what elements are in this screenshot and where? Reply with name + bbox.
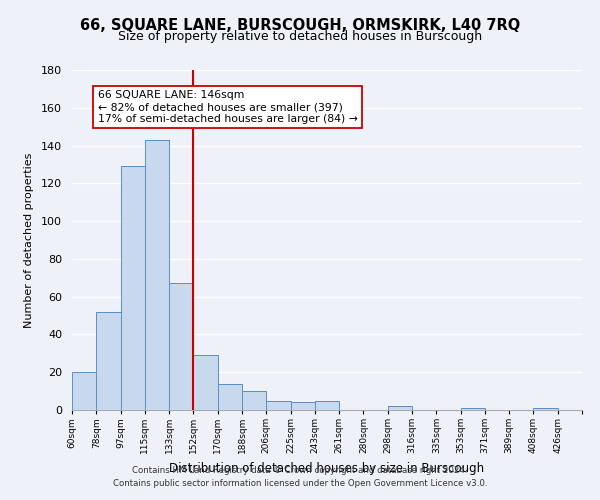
- Text: 66, SQUARE LANE, BURSCOUGH, ORMSKIRK, L40 7RQ: 66, SQUARE LANE, BURSCOUGH, ORMSKIRK, L4…: [80, 18, 520, 32]
- Bar: [145, 140, 169, 410]
- Text: Size of property relative to detached houses in Burscough: Size of property relative to detached ho…: [118, 30, 482, 43]
- Bar: [461, 408, 485, 410]
- Bar: [388, 406, 412, 410]
- Bar: [266, 400, 290, 410]
- X-axis label: Distribution of detached houses by size in Burscough: Distribution of detached houses by size …: [169, 462, 485, 474]
- Bar: [315, 400, 339, 410]
- Y-axis label: Number of detached properties: Number of detached properties: [24, 152, 34, 328]
- Bar: [96, 312, 121, 410]
- Bar: [121, 166, 145, 410]
- Bar: [218, 384, 242, 410]
- Bar: [193, 355, 218, 410]
- Bar: [290, 402, 315, 410]
- Text: Contains HM Land Registry data © Crown copyright and database right 2024.
Contai: Contains HM Land Registry data © Crown c…: [113, 466, 487, 487]
- Bar: [533, 408, 558, 410]
- Bar: [72, 372, 96, 410]
- Bar: [242, 391, 266, 410]
- Bar: [169, 284, 193, 410]
- Text: 66 SQUARE LANE: 146sqm
← 82% of detached houses are smaller (397)
17% of semi-de: 66 SQUARE LANE: 146sqm ← 82% of detached…: [97, 90, 358, 124]
